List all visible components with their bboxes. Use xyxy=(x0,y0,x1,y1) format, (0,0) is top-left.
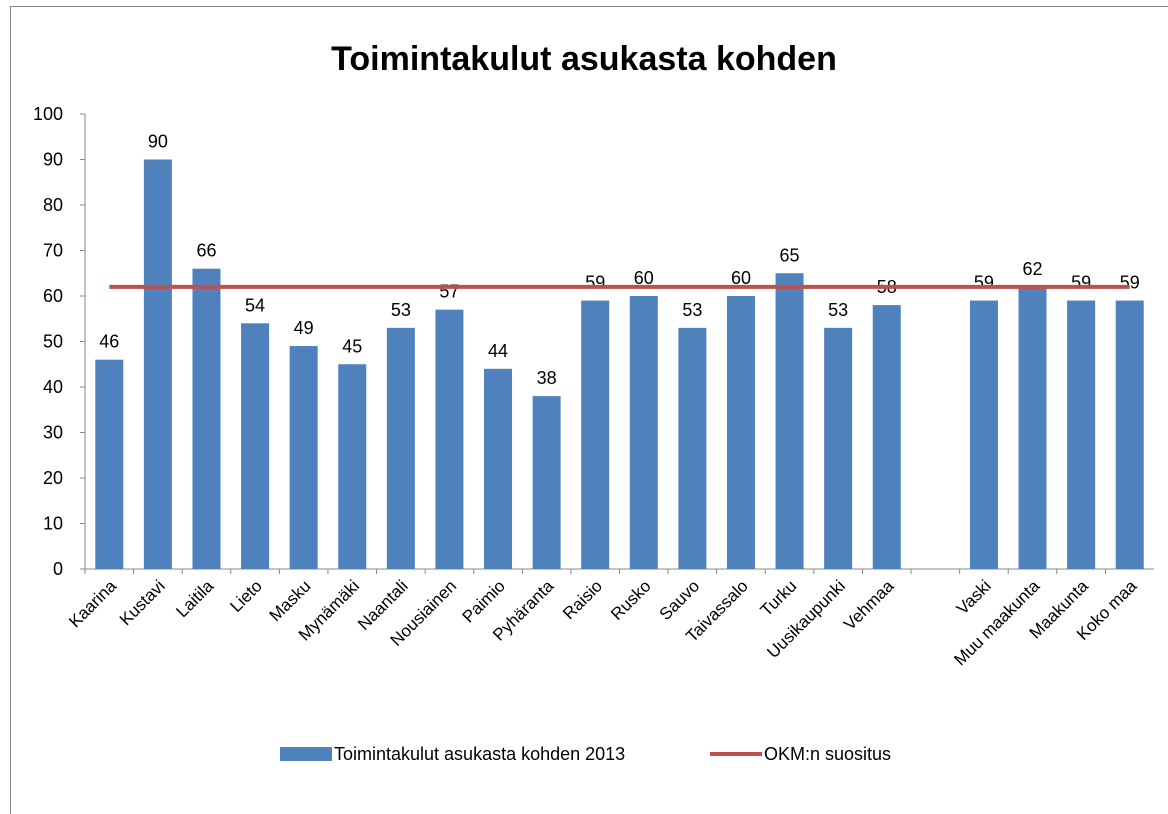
bar xyxy=(532,396,561,569)
bar xyxy=(581,300,610,569)
y-tick-label: 10 xyxy=(43,514,63,534)
data-label: 62 xyxy=(1023,259,1043,279)
chart-title: Toimintakulut asukasta kohden xyxy=(331,40,837,78)
bar xyxy=(678,327,707,569)
bar xyxy=(726,296,755,569)
x-tick-label: Raisio xyxy=(559,576,606,623)
data-label: 53 xyxy=(391,300,411,320)
y-tick-label: 50 xyxy=(43,332,63,352)
bar xyxy=(386,327,415,569)
x-tick-label: Sauvo xyxy=(656,576,704,624)
data-label: 90 xyxy=(148,132,168,152)
bar xyxy=(1067,300,1096,569)
x-tick-label: Turku xyxy=(757,576,801,620)
legend-label: OKM:n suositus xyxy=(764,744,892,764)
bar xyxy=(143,159,172,569)
data-label: 66 xyxy=(196,241,216,261)
data-label: 59 xyxy=(1071,273,1091,293)
data-label: 57 xyxy=(439,282,459,302)
bar xyxy=(95,359,124,569)
data-label: 60 xyxy=(731,268,751,288)
bar xyxy=(824,327,853,569)
data-label: 46 xyxy=(99,332,119,352)
legend-label: Toimintakulut asukasta kohden 2013 xyxy=(334,744,626,764)
x-tick-label: Kaarina xyxy=(65,576,120,631)
data-label: 49 xyxy=(294,318,314,338)
chart-border xyxy=(10,6,1168,814)
legend-swatch xyxy=(280,747,332,761)
bar xyxy=(192,268,221,569)
data-label: 59 xyxy=(585,273,605,293)
bar xyxy=(872,305,901,569)
x-tick-label: Muu maakunta xyxy=(950,576,1043,669)
bar xyxy=(338,364,367,569)
bar xyxy=(241,323,270,569)
x-tick-label: Kustavi xyxy=(116,576,169,629)
x-tick-label: Vaski xyxy=(953,576,995,618)
bar xyxy=(289,346,318,569)
bar xyxy=(1115,300,1144,569)
bar xyxy=(484,368,513,569)
y-tick-label: 60 xyxy=(43,286,63,306)
y-tick-label: 70 xyxy=(43,241,63,261)
y-tick-label: 20 xyxy=(43,468,63,488)
bar xyxy=(1018,286,1047,569)
data-label: 65 xyxy=(780,245,800,265)
data-label: 53 xyxy=(828,300,848,320)
y-tick-label: 0 xyxy=(53,559,63,579)
data-label: 53 xyxy=(682,300,702,320)
bar xyxy=(775,273,804,569)
data-label: 59 xyxy=(974,273,994,293)
x-tick-label: Rusko xyxy=(607,576,655,624)
x-tick-label: Laitila xyxy=(172,576,217,621)
data-label: 45 xyxy=(342,336,362,356)
y-tick-label: 80 xyxy=(43,195,63,215)
y-tick-label: 30 xyxy=(43,423,63,443)
y-tick-label: 100 xyxy=(33,104,63,124)
bar xyxy=(629,296,658,569)
y-tick-label: 90 xyxy=(43,150,63,170)
data-label: 60 xyxy=(634,268,654,288)
data-label: 54 xyxy=(245,295,265,315)
data-label: 38 xyxy=(537,368,557,388)
bar xyxy=(969,300,998,569)
data-label: 59 xyxy=(1120,273,1140,293)
bar xyxy=(435,309,464,569)
y-tick-label: 40 xyxy=(43,377,63,397)
x-tick-label: Vehmaa xyxy=(840,576,898,634)
data-label: 44 xyxy=(488,341,508,361)
x-tick-label: Lieto xyxy=(226,576,266,616)
